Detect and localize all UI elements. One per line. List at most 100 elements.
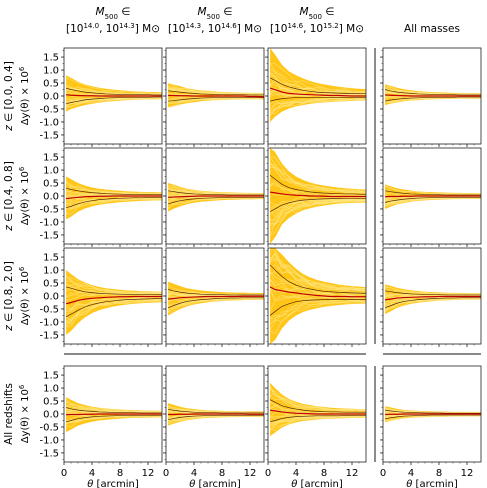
x-tick-label: 4 xyxy=(191,468,197,479)
y-tick-label: -0.5 xyxy=(39,104,59,115)
median-line xyxy=(168,195,264,198)
realization-line xyxy=(269,98,366,117)
x-tick-label: 8 xyxy=(117,468,123,479)
panel-r0-c3 xyxy=(380,47,482,147)
x-tick-label: 12 xyxy=(346,468,359,479)
band-upper-line xyxy=(66,286,162,296)
y-tick-label: 0.0 xyxy=(43,292,59,303)
column-headers: M500 ∈[1014.0, 1014.3] M⊙M500 ∈[1014.3, … xyxy=(66,6,460,35)
median-line xyxy=(66,195,162,200)
x-tick-label: 8 xyxy=(321,468,327,479)
x-tick-label: 8 xyxy=(219,468,225,479)
panel-r2-c1 xyxy=(163,247,265,347)
realization-line xyxy=(269,74,366,96)
envelope-area xyxy=(66,397,162,433)
median-line xyxy=(269,286,366,298)
band-upper-line xyxy=(168,289,264,296)
median-line xyxy=(385,295,481,301)
realization-line xyxy=(65,283,162,295)
y-axis-label-0: Δy(θ) × 106 xyxy=(18,66,31,125)
realization-line xyxy=(168,197,264,205)
realization-line xyxy=(66,284,162,295)
x-tick-label: 4 xyxy=(89,468,95,479)
realization-line xyxy=(65,296,162,311)
y-tick-label: 1.5 xyxy=(43,253,59,264)
panel-grid: -1.5-1.0-0.50.00.51.01.5-1.5-1.0-0.50.00… xyxy=(39,47,482,488)
panel-r0-c2 xyxy=(265,47,367,147)
realization-line xyxy=(385,298,481,310)
y-tick-label: 1.5 xyxy=(43,371,59,382)
band-lower-line xyxy=(385,196,481,203)
column-header-0-line2: [1014.0, 1014.3] M⊙ xyxy=(66,22,160,35)
y-tick-label: 0.5 xyxy=(43,279,59,290)
panel-r0-c0: -1.5 -1.0 -0.50.0 0.5 1.0 1.5 xyxy=(39,47,163,147)
realization-line xyxy=(385,97,481,103)
realization-line xyxy=(269,395,366,412)
y-tick-label: 1.0 xyxy=(43,166,59,177)
band-lower-line xyxy=(270,415,366,423)
realization-line xyxy=(66,95,162,100)
realization-line xyxy=(269,200,366,231)
panel-r3-c2: 0 4 8 12θ [arcmin] xyxy=(265,365,367,488)
band-lower-line xyxy=(385,414,481,420)
realization-line xyxy=(65,298,162,325)
realization-line xyxy=(269,279,366,298)
realization-line xyxy=(270,288,366,300)
y-tick-label: -0.5 xyxy=(39,304,59,315)
y-axis-label-2: Δy(θ) × 106 xyxy=(18,266,31,325)
realization-line xyxy=(66,282,162,294)
realization-line xyxy=(168,415,264,424)
y-tick-label: 1.5 xyxy=(43,153,59,164)
realization-line xyxy=(168,87,264,95)
x-tick-label: 0 xyxy=(61,468,67,479)
realization-line xyxy=(385,415,481,422)
x-tick-label: 4 xyxy=(408,468,414,479)
column-header-3: All masses xyxy=(404,23,460,35)
realization-line xyxy=(269,196,366,209)
column-header-0-line1: M500 ∈ xyxy=(96,6,131,21)
realization-line xyxy=(269,300,366,330)
realization-line xyxy=(269,197,366,215)
band-upper-line xyxy=(66,407,162,414)
realization-line xyxy=(269,271,366,295)
realization-line xyxy=(168,185,264,195)
column-header-2-line2: [1014.6, 1015.2] M⊙ xyxy=(270,22,364,35)
y-tick-label: -1.0 xyxy=(39,117,59,128)
y-tick-label: 0.5 xyxy=(43,79,59,90)
y-tick-label: -1.0 xyxy=(39,435,59,446)
panel-r1-c1 xyxy=(163,147,265,247)
realization-line xyxy=(269,388,366,412)
realization-line xyxy=(168,97,264,104)
band-lower-line xyxy=(269,299,366,316)
realization-line xyxy=(65,299,162,325)
realization-line xyxy=(269,200,366,238)
y-tick-label: 1.0 xyxy=(43,66,59,77)
realization-line xyxy=(168,83,264,94)
band-upper-line xyxy=(269,77,366,95)
band-lower-line xyxy=(65,298,162,318)
realization-line xyxy=(66,98,162,107)
y-tick-label: 0.0 xyxy=(43,410,59,421)
realization-line xyxy=(65,398,162,412)
band-upper-line xyxy=(66,187,162,196)
y-tick-label: -1.5 xyxy=(39,448,59,459)
x-tick-label: 12 xyxy=(142,468,155,479)
realization-line xyxy=(385,89,481,96)
y-tick-label: 0.0 xyxy=(43,92,59,103)
row-label-0: z ∈ [0.0, 0.4] xyxy=(3,61,15,132)
realization-line xyxy=(65,97,162,108)
band-lower-line xyxy=(168,414,264,421)
band-upper-line xyxy=(168,190,264,196)
x-tick-label: 0 xyxy=(163,468,169,479)
y-tick-label: -1.0 xyxy=(39,217,59,228)
median-line xyxy=(168,295,264,300)
band-lower-line xyxy=(168,96,264,102)
realization-line xyxy=(168,298,264,313)
realization-line xyxy=(167,285,264,295)
y-tick-label: -0.5 xyxy=(39,422,59,433)
y-axis-label-3: Δy(θ) × 106 xyxy=(18,384,31,443)
column-header-1-line2: [1014.3, 1014.6] M⊙ xyxy=(168,22,262,35)
band-lower-line xyxy=(66,414,162,423)
